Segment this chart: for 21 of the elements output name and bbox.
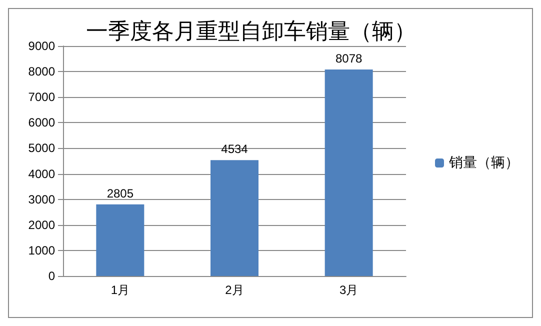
bar xyxy=(96,204,144,276)
x-tick-label: 1月 xyxy=(110,283,130,297)
chart-title: 一季度各月重型自卸车销量（辆） xyxy=(86,18,416,44)
y-tick-label: 9000 xyxy=(28,39,56,53)
y-tick-label: 2000 xyxy=(28,218,56,232)
y-tick-label: 8000 xyxy=(28,64,56,79)
y-tick-label: 4000 xyxy=(28,166,56,181)
y-tick-label: 5000 xyxy=(28,141,56,156)
data-label: 2805 xyxy=(106,186,134,200)
legend-label: 销量（辆） xyxy=(448,155,519,171)
y-tick-label: 1000 xyxy=(28,243,56,258)
data-label: 4534 xyxy=(221,142,248,156)
x-tick-label: 3月 xyxy=(339,283,358,297)
data-label: 8078 xyxy=(335,52,363,66)
y-tick-label: 3000 xyxy=(28,192,56,206)
bar xyxy=(324,70,373,276)
bar xyxy=(210,160,258,276)
y-tick-label: 0 xyxy=(48,269,56,283)
x-tick-label: 2月 xyxy=(225,283,244,297)
y-tick-label: 7000 xyxy=(28,90,56,104)
y-tick-label: 6000 xyxy=(28,116,56,130)
